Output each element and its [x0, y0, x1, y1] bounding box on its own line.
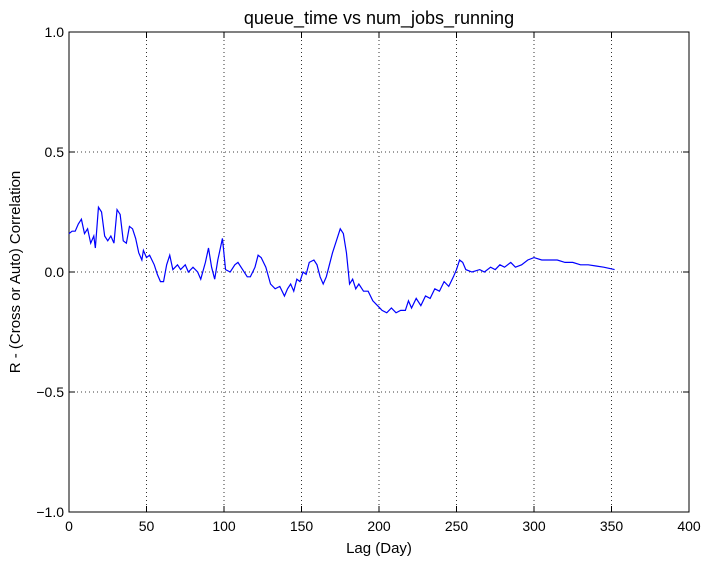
y-tick-label: −1.0	[36, 504, 64, 520]
y-tick-label: −0.5	[36, 384, 64, 400]
plot-frame	[68, 31, 690, 513]
x-tick-label: 200	[367, 518, 391, 534]
y-tick-label: 1.0	[45, 24, 65, 40]
y-axis-label: R - (Cross or Auto) Correlation	[7, 171, 24, 374]
y-tick-label: 0.0	[45, 264, 65, 280]
x-tick-label: 0	[65, 518, 73, 534]
y-tick-label: 0.5	[45, 144, 65, 160]
x-tick-label: 400	[677, 518, 701, 534]
x-axis-label: Lag (Day)	[346, 540, 412, 557]
x-tick-label: 50	[139, 518, 155, 534]
x-tick-label: 250	[445, 518, 469, 534]
x-tick-label: 350	[600, 518, 624, 534]
x-tick-label: 150	[290, 518, 314, 534]
data-line	[68, 205, 615, 314]
x-tick-label: 300	[522, 518, 546, 534]
chart-title: queue_time vs num_jobs_running	[244, 8, 514, 29]
x-tick-label: 100	[212, 518, 236, 534]
